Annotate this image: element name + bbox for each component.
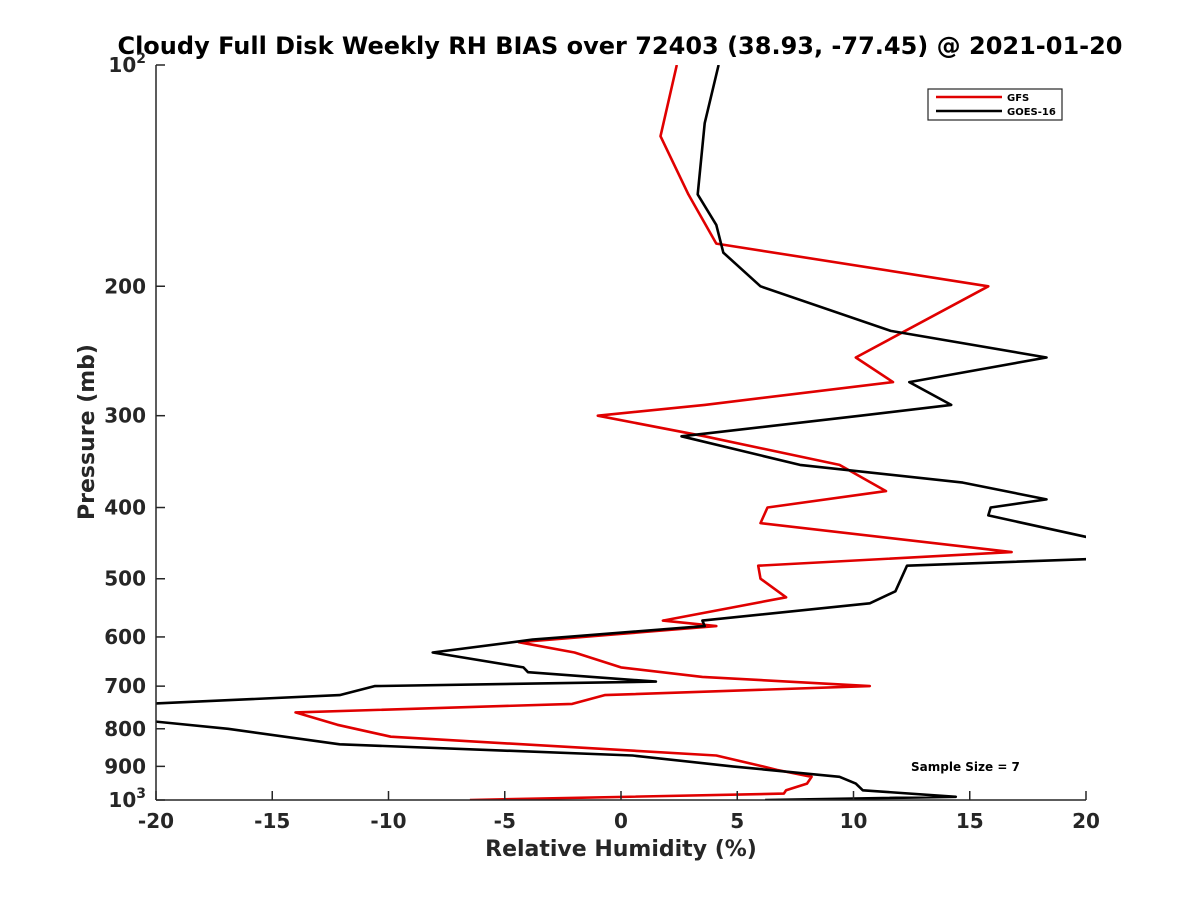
series-line-gfs [294, 65, 1013, 800]
y-tick-label: 200 [104, 274, 146, 298]
series-layer [156, 65, 1086, 800]
x-tick-label: 20 [1072, 809, 1100, 833]
x-tick-label: -15 [254, 809, 290, 833]
y-tick-label: 600 [104, 625, 146, 649]
y-tick-label: 500 [104, 567, 146, 591]
x-tick-label: 10 [840, 809, 868, 833]
x-axis-label: Relative Humidity (%) [485, 837, 757, 862]
sample-size-annotation: Sample Size = 7 [911, 760, 1020, 774]
legend-box [927, 88, 1063, 121]
y-tick-label: 900 [104, 754, 146, 778]
x-tick-label: -20 [138, 809, 174, 833]
y-tick-label: 102 [108, 51, 146, 77]
y-tick-label: 300 [104, 404, 146, 428]
x-tick-label: 0 [614, 809, 628, 833]
legend: GFS GOES-16 [927, 88, 1063, 121]
legend-label-gfs: GFS [1007, 93, 1029, 104]
y-tick-label: 800 [104, 717, 146, 741]
series-line-goes16 [156, 65, 1086, 800]
x-tick-label: -10 [370, 809, 406, 833]
y-tick-label: 103 [108, 786, 146, 812]
axes [155, 65, 1086, 801]
y-tick-label: 400 [104, 496, 146, 520]
x-ticks: -20 -15 -10 -5 0 5 10 15 20 [138, 791, 1100, 833]
x-tick-label: 5 [730, 809, 744, 833]
chart-title: Cloudy Full Disk Weekly RH BIAS over 724… [117, 32, 1122, 60]
x-tick-label: -5 [494, 809, 516, 833]
y-ticks: 102 200 300 400 500 600 700 800 900 103 [104, 51, 165, 812]
y-tick-label: 700 [104, 674, 146, 698]
legend-label-goes16: GOES-16 [1007, 107, 1056, 118]
x-tick-label: 15 [956, 809, 984, 833]
y-axis-label: Pressure (mb) [75, 344, 100, 520]
